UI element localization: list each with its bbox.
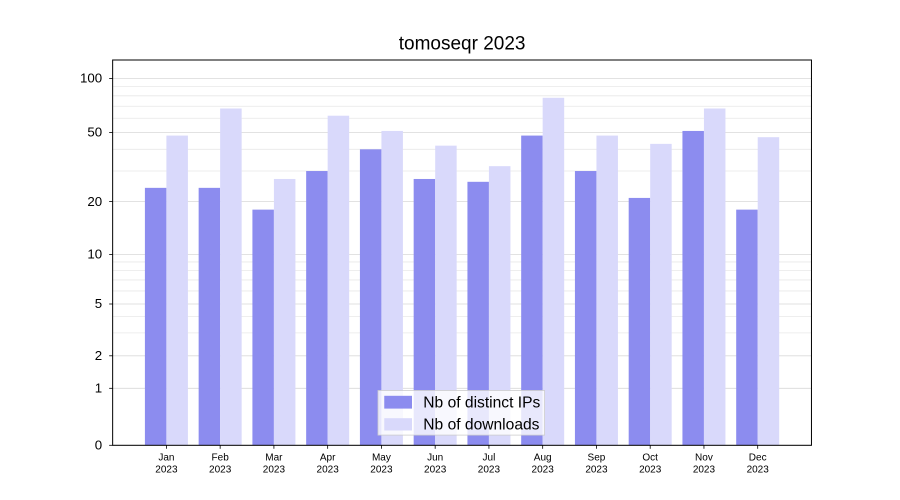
svg-text:2023: 2023 bbox=[263, 464, 286, 475]
svg-text:2023: 2023 bbox=[317, 464, 340, 475]
svg-text:Apr: Apr bbox=[320, 452, 336, 463]
svg-text:2023: 2023 bbox=[478, 464, 501, 475]
svg-text:Nb of downloads: Nb of downloads bbox=[423, 417, 539, 434]
svg-text:50: 50 bbox=[87, 125, 102, 140]
svg-text:2023: 2023 bbox=[155, 464, 178, 475]
svg-text:100: 100 bbox=[80, 71, 102, 86]
svg-text:1: 1 bbox=[95, 381, 102, 396]
svg-text:5: 5 bbox=[95, 296, 102, 311]
svg-text:Nb of distinct IPs: Nb of distinct IPs bbox=[423, 394, 540, 411]
svg-text:May: May bbox=[372, 452, 391, 463]
svg-text:Aug: Aug bbox=[534, 452, 552, 463]
svg-text:Mar: Mar bbox=[265, 452, 283, 463]
svg-text:tomoseqr 2023: tomoseqr 2023 bbox=[399, 34, 526, 55]
svg-text:Jan: Jan bbox=[158, 452, 174, 463]
svg-text:Nov: Nov bbox=[695, 452, 713, 463]
svg-text:Jun: Jun bbox=[427, 452, 443, 463]
svg-text:0: 0 bbox=[95, 438, 102, 453]
svg-text:2023: 2023 bbox=[639, 464, 662, 475]
svg-text:2023: 2023 bbox=[532, 464, 555, 475]
svg-text:2023: 2023 bbox=[209, 464, 232, 475]
svg-text:2023: 2023 bbox=[370, 464, 393, 475]
svg-text:2023: 2023 bbox=[693, 464, 716, 475]
svg-text:Feb: Feb bbox=[212, 452, 230, 463]
svg-text:2: 2 bbox=[95, 348, 102, 363]
svg-text:Sep: Sep bbox=[588, 452, 606, 463]
svg-text:20: 20 bbox=[87, 194, 102, 209]
svg-text:Dec: Dec bbox=[749, 452, 767, 463]
svg-text:Jul: Jul bbox=[483, 452, 496, 463]
svg-text:2023: 2023 bbox=[747, 464, 770, 475]
svg-text:10: 10 bbox=[87, 247, 102, 262]
svg-text:2023: 2023 bbox=[585, 464, 608, 475]
svg-text:2023: 2023 bbox=[424, 464, 447, 475]
svg-text:Oct: Oct bbox=[642, 452, 658, 463]
